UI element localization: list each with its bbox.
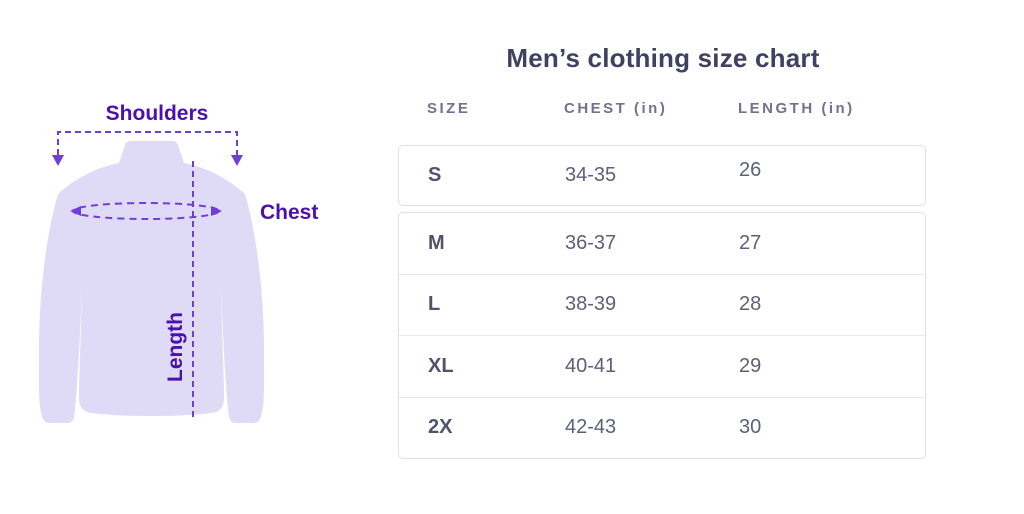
cell-chest: 38-39	[565, 293, 617, 316]
length-label: Length	[164, 312, 187, 382]
cell-size: S	[428, 164, 442, 186]
size-table: SIZE CHEST (in) LENGTH (in) S 34-35 26 M…	[398, 100, 928, 460]
table-row: 2X 42-43 30	[399, 396, 925, 459]
shirt-collar	[119, 141, 184, 163]
cell-size: M	[428, 231, 445, 254]
cell-length: 28	[739, 293, 762, 316]
table-box-first-row: S 34-35 26	[398, 145, 926, 206]
table-header: SIZE CHEST (in) LENGTH (in)	[398, 100, 926, 117]
cell-chest: 42-43	[565, 416, 617, 439]
cell-length: 26	[739, 159, 762, 181]
cell-size: L	[428, 293, 441, 316]
chest-arrow-right-icon	[211, 206, 222, 216]
cell-chest: 40-41	[565, 354, 617, 377]
table-row: S 34-35 26	[399, 146, 925, 205]
column-header-length: LENGTH (in)	[738, 100, 855, 117]
column-header-size: SIZE	[427, 100, 471, 117]
cell-length: 29	[739, 354, 762, 377]
shoulders-label: Shoulders	[106, 102, 209, 125]
cell-chest: 34-35	[565, 164, 617, 186]
page-title: Men’s clothing size chart	[506, 43, 820, 73]
shoulders-arrow-left-icon	[52, 155, 64, 166]
shoulders-bracket-line	[57, 131, 238, 155]
cell-length: 27	[739, 231, 762, 254]
chest-arrow-left-icon	[70, 206, 81, 216]
cell-size: XL	[428, 354, 454, 377]
table-row: M 36-37 27	[399, 213, 925, 274]
shirt-measurement-diagram: Shoulders Chest Length	[38, 102, 318, 423]
chest-label: Chest	[260, 201, 318, 224]
table-row: L 38-39 28	[399, 273, 925, 336]
cell-size: 2X	[428, 416, 453, 439]
shoulders-arrow-right-icon	[231, 155, 243, 166]
cell-length: 30	[739, 416, 762, 439]
table-row: XL 40-41 29	[399, 335, 925, 397]
cell-chest: 36-37	[565, 231, 617, 254]
column-header-chest: CHEST (in)	[564, 100, 668, 117]
table-box-rest-rows: M 36-37 27 L 38-39 28 XL 40-41 29 2X 42-…	[398, 212, 926, 459]
shirt-silhouette	[38, 163, 265, 423]
